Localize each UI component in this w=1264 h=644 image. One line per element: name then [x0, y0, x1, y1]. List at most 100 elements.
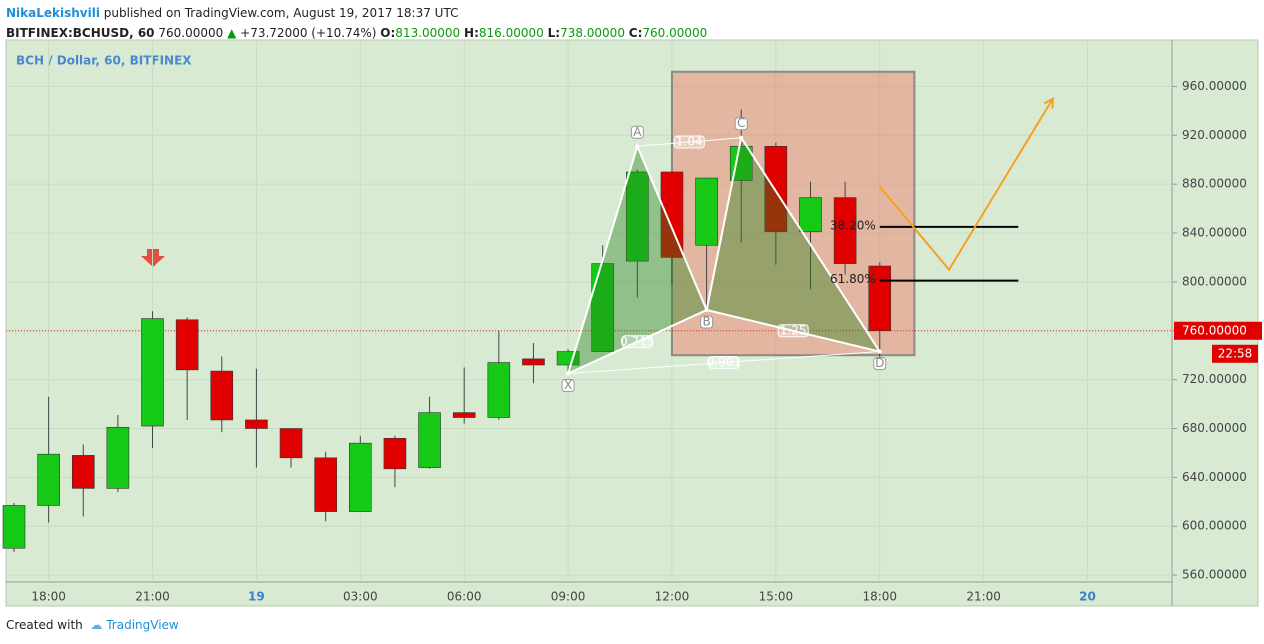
candle-body: [764, 145, 788, 233]
point-label: D: [875, 356, 884, 370]
point-box: [700, 315, 714, 329]
pattern-point: [739, 135, 744, 140]
candle-body: [452, 412, 476, 418]
candle-body: [279, 428, 303, 459]
point-box: [561, 379, 575, 393]
ratio-label: 0.901: [707, 355, 741, 369]
fib-label: 38.20%: [830, 218, 876, 232]
created: Created with: [6, 618, 83, 632]
point-box: [873, 357, 887, 371]
candle-body: [626, 171, 649, 262]
x-tick-label: 09:00: [551, 590, 586, 604]
y-tick-label: 680.00000: [1182, 421, 1247, 435]
countdown-tag: [1212, 344, 1258, 363]
x-tick-label: 15:00: [759, 590, 794, 604]
symbol: BITFINEX:BCHUSD, 60: [6, 26, 155, 40]
last-price-label: 760.00000: [1182, 323, 1247, 337]
pattern-point: [877, 349, 882, 354]
point-label: B: [702, 315, 710, 329]
candle-body: [141, 318, 164, 427]
y-tick-label: 880.00000: [1182, 177, 1247, 191]
h: 816.00000: [478, 26, 544, 40]
ratio-label: 1.25: [780, 323, 807, 337]
y-tick-label: 800.00000: [1182, 274, 1247, 288]
pattern-point: [635, 144, 640, 149]
candle-body: [833, 197, 857, 264]
candle-body: [314, 457, 337, 512]
price: 760.00000: [158, 26, 224, 40]
h-label: H:: [464, 26, 479, 40]
candle-body: [487, 362, 511, 418]
ratio-box: [621, 335, 653, 349]
candle-body: [106, 426, 130, 489]
c-label: C:: [628, 26, 643, 40]
published: published on TradingView.com, August 19,…: [103, 6, 459, 20]
y-tick-label: 600.00000: [1182, 519, 1247, 533]
y-tick-label: 920.00000: [1182, 128, 1247, 142]
candle-body: [695, 177, 718, 246]
candle-body: [660, 171, 684, 258]
candle-body: [210, 370, 234, 421]
y-tick-label: 720.00000: [1182, 372, 1247, 386]
y-tick-label: 560.00000: [1182, 568, 1247, 582]
candle-body: [799, 197, 822, 233]
l: 738.00000: [560, 26, 625, 40]
ratio-label: 0.715: [620, 334, 654, 348]
x-tick-label: 18:00: [862, 590, 897, 604]
candle-body: [729, 145, 753, 181]
candle-body: [418, 412, 441, 468]
ratio-label: 1.04: [676, 135, 703, 149]
brand[interactable]: TradingView: [106, 618, 179, 632]
point-box: [734, 117, 748, 131]
pattern-point: [566, 371, 571, 376]
header: NikaLekishvili published on TradingView.…: [6, 3, 707, 43]
candle-body: [591, 263, 615, 352]
projection-head: [1043, 96, 1054, 109]
author[interactable]: NikaLekishvili: [6, 6, 100, 20]
candle-body: [522, 358, 545, 366]
x-tick-label: 06:00: [447, 590, 482, 604]
ratio-line: [706, 309, 880, 353]
candle-body: [71, 455, 95, 489]
pattern-point: [704, 308, 709, 312]
l-label: L:: [547, 26, 561, 40]
chart-title: BCH / Dollar, 60, BITFINEX: [16, 54, 192, 68]
arrow: ▲: [227, 26, 237, 40]
point-box: [630, 125, 644, 139]
y-tick-label: 640.00000: [1182, 470, 1247, 484]
ratio-line: [567, 309, 707, 374]
y-tick-label: 960.00000: [1182, 79, 1247, 93]
point-label: X: [564, 378, 572, 392]
countdown: 22:58: [1218, 346, 1253, 360]
candle-body: [2, 505, 26, 549]
ratio-box: [708, 356, 740, 370]
x-tick-label: 12:00: [655, 590, 690, 604]
change: +73.72000 (+10.74%): [240, 26, 377, 40]
y-tick-label: 840.00000: [1182, 226, 1247, 240]
projection: [878, 98, 1054, 272]
candle-body: [868, 265, 892, 332]
ratio-box: [777, 324, 809, 338]
x-tick-label: 18:00: [31, 590, 66, 604]
candle-body: [383, 437, 407, 470]
x-tick-label: 20: [1079, 590, 1096, 604]
point-label: A: [633, 125, 642, 139]
ratio-box: [673, 135, 705, 149]
candle-body: [348, 442, 372, 512]
ratio-line: [637, 137, 742, 147]
candle-body: [245, 419, 268, 429]
x-tick-label: 21:00: [135, 590, 170, 604]
point-label: C: [737, 116, 745, 130]
o-label: O:: [380, 26, 396, 40]
x-tick-label: 21:00: [966, 590, 1001, 604]
x-tick-label: 03:00: [343, 590, 378, 604]
x-tick-label: 19: [248, 590, 265, 604]
ratio-line: [568, 351, 880, 375]
c: 760.00000: [642, 26, 708, 40]
candle-body: [175, 319, 199, 371]
last-price-tag: [1174, 321, 1262, 340]
fib-label: 61.80%: [830, 272, 876, 286]
o: 813.00000: [395, 26, 461, 40]
